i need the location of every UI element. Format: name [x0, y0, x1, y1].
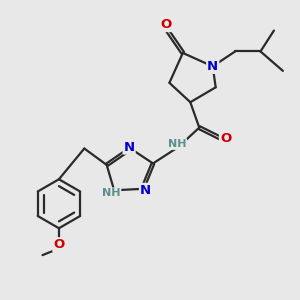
Text: O: O — [161, 18, 172, 31]
Text: N: N — [124, 140, 135, 154]
Text: O: O — [220, 132, 231, 145]
Text: N: N — [140, 184, 151, 197]
Text: N: N — [207, 60, 218, 73]
Text: NH: NH — [102, 188, 120, 198]
Text: O: O — [53, 238, 64, 251]
Text: NH: NH — [168, 139, 186, 149]
